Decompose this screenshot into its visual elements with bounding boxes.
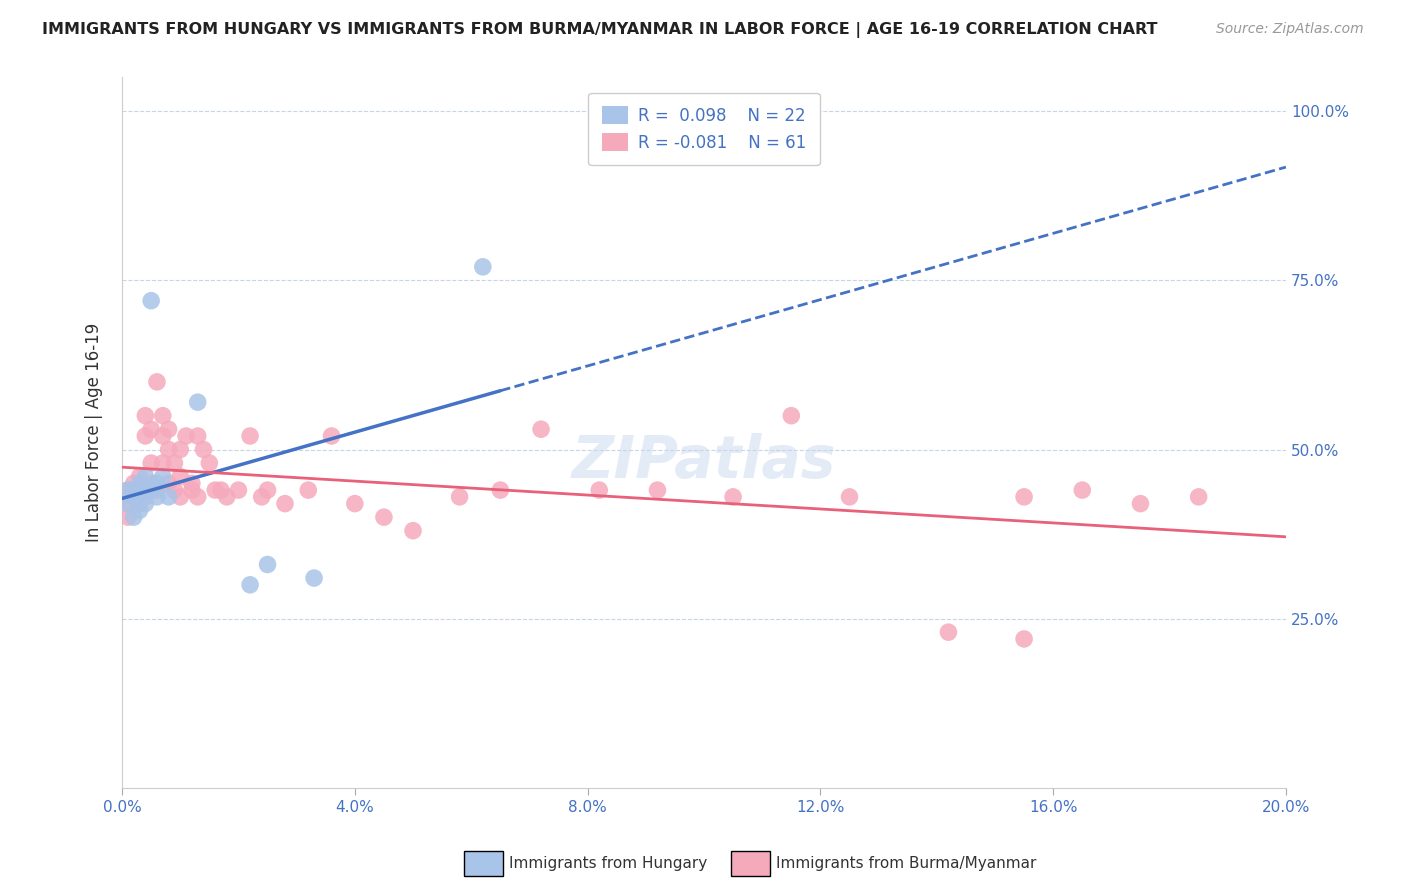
Point xyxy=(343,497,366,511)
Point xyxy=(1071,483,1094,497)
Point xyxy=(157,490,180,504)
Point xyxy=(134,490,156,504)
Point xyxy=(471,260,494,274)
Point xyxy=(128,497,150,511)
Point xyxy=(721,490,744,504)
Point xyxy=(402,524,425,538)
Point xyxy=(128,483,150,497)
Point xyxy=(1188,490,1211,504)
Point xyxy=(187,429,209,443)
Point xyxy=(122,476,145,491)
Point xyxy=(117,483,139,497)
Point xyxy=(239,429,262,443)
Point xyxy=(198,456,221,470)
Y-axis label: In Labor Force | Age 16-19: In Labor Force | Age 16-19 xyxy=(86,323,103,542)
Point xyxy=(209,483,232,497)
Point xyxy=(256,558,278,572)
Point xyxy=(1012,632,1035,646)
Point xyxy=(169,469,191,483)
Point xyxy=(128,490,150,504)
Point xyxy=(122,490,145,504)
Point xyxy=(141,293,163,308)
Point xyxy=(169,490,191,504)
Point xyxy=(157,442,180,457)
Point xyxy=(117,497,139,511)
Point xyxy=(134,409,156,423)
Point xyxy=(228,483,250,497)
Point xyxy=(141,422,163,436)
Text: Immigrants from Burma/Myanmar: Immigrants from Burma/Myanmar xyxy=(776,856,1036,871)
Point xyxy=(117,483,139,497)
Point xyxy=(141,476,163,491)
Point xyxy=(128,476,150,491)
Point xyxy=(297,483,319,497)
Point xyxy=(122,510,145,524)
Point xyxy=(146,490,169,504)
Point xyxy=(204,483,226,497)
Point xyxy=(250,490,273,504)
Point xyxy=(180,483,202,497)
Point xyxy=(588,483,610,497)
Point xyxy=(215,490,238,504)
Point xyxy=(152,409,174,423)
Point xyxy=(134,429,156,443)
Point xyxy=(134,483,156,497)
Point xyxy=(239,578,262,592)
Legend: R =  0.098    N = 22, R = -0.081    N = 61: R = 0.098 N = 22, R = -0.081 N = 61 xyxy=(588,93,820,165)
Point xyxy=(146,483,169,497)
Point xyxy=(174,429,197,443)
Point xyxy=(187,490,209,504)
Point xyxy=(449,490,471,504)
Point xyxy=(141,483,163,497)
Text: Immigrants from Hungary: Immigrants from Hungary xyxy=(509,856,707,871)
Point xyxy=(321,429,343,443)
Point xyxy=(141,456,163,470)
Text: Source: ZipAtlas.com: Source: ZipAtlas.com xyxy=(1216,22,1364,37)
Point xyxy=(530,422,553,436)
Point xyxy=(780,409,803,423)
Point xyxy=(117,497,139,511)
Point xyxy=(1012,490,1035,504)
Point xyxy=(489,483,512,497)
Point xyxy=(152,456,174,470)
Point xyxy=(647,483,669,497)
Point xyxy=(193,442,215,457)
Text: ZIPatlas: ZIPatlas xyxy=(572,433,837,490)
Point xyxy=(134,497,156,511)
Point xyxy=(128,503,150,517)
Point xyxy=(1129,497,1152,511)
Point xyxy=(152,429,174,443)
Point xyxy=(169,442,191,457)
Point xyxy=(180,476,202,491)
Text: IMMIGRANTS FROM HUNGARY VS IMMIGRANTS FROM BURMA/MYANMAR IN LABOR FORCE | AGE 16: IMMIGRANTS FROM HUNGARY VS IMMIGRANTS FR… xyxy=(42,22,1157,38)
Point xyxy=(373,510,395,524)
Point xyxy=(163,456,186,470)
Point xyxy=(128,469,150,483)
Point xyxy=(157,476,180,491)
Point xyxy=(838,490,860,504)
Point xyxy=(122,490,145,504)
Point xyxy=(163,483,186,497)
Point xyxy=(187,395,209,409)
Point xyxy=(117,510,139,524)
Point xyxy=(157,422,180,436)
Point xyxy=(146,476,169,491)
Point xyxy=(302,571,325,585)
Point xyxy=(152,469,174,483)
Point xyxy=(122,483,145,497)
Point xyxy=(134,469,156,483)
Point xyxy=(274,497,297,511)
Point xyxy=(938,625,960,640)
Point xyxy=(146,375,169,389)
Point xyxy=(256,483,278,497)
